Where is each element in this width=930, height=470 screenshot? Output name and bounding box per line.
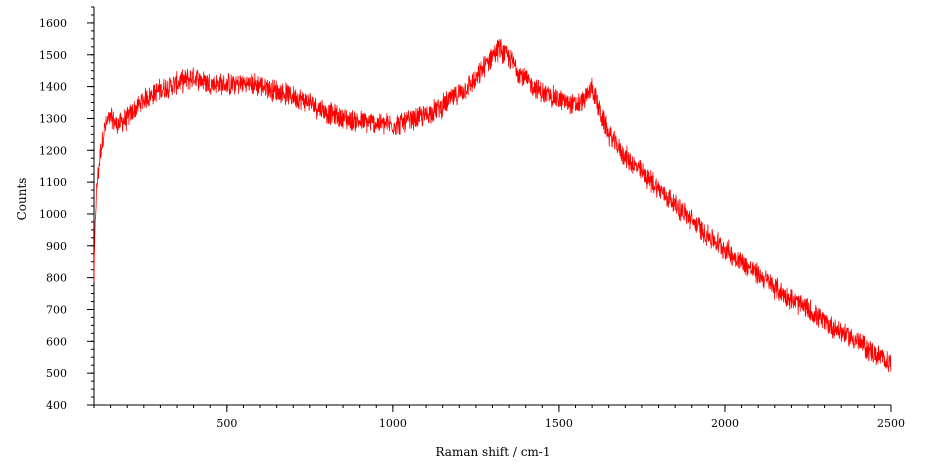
y-tick-label: 1600 <box>39 17 67 30</box>
spectrum-line <box>93 38 892 373</box>
x-tick-label: 2000 <box>711 417 739 430</box>
x-tick-label: 1000 <box>379 417 407 430</box>
x-axis: 500 1000 1500 2000 2500 <box>93 404 905 430</box>
y-tick-label: 400 <box>46 399 67 412</box>
y-tick-label: 1200 <box>39 144 67 157</box>
y-tick-label: 600 <box>46 335 67 348</box>
x-axis-title: Raman shift / cm-1 <box>436 445 551 459</box>
y-tick-label: 700 <box>46 303 67 316</box>
y-tick-label: 1000 <box>39 208 67 221</box>
y-tick-label: 900 <box>46 240 67 253</box>
y-tick-label: 1400 <box>39 81 67 94</box>
y-tick-label: 1100 <box>39 176 67 189</box>
y-tick-label: 800 <box>46 272 67 285</box>
y-axis-title: Counts <box>15 178 29 221</box>
y-tick-label: 1300 <box>39 112 67 125</box>
x-tick-label: 500 <box>216 417 237 430</box>
y-tick-label: 1500 <box>39 49 67 62</box>
series-layer <box>93 38 892 373</box>
x-tick-label: 2500 <box>877 417 905 430</box>
y-tick-label: 500 <box>46 367 67 380</box>
x-tick-label: 1500 <box>545 417 573 430</box>
y-axis: 400 500 600 700 800 900 1000 1100 1200 1300 1400 15… <box>39 6 95 412</box>
